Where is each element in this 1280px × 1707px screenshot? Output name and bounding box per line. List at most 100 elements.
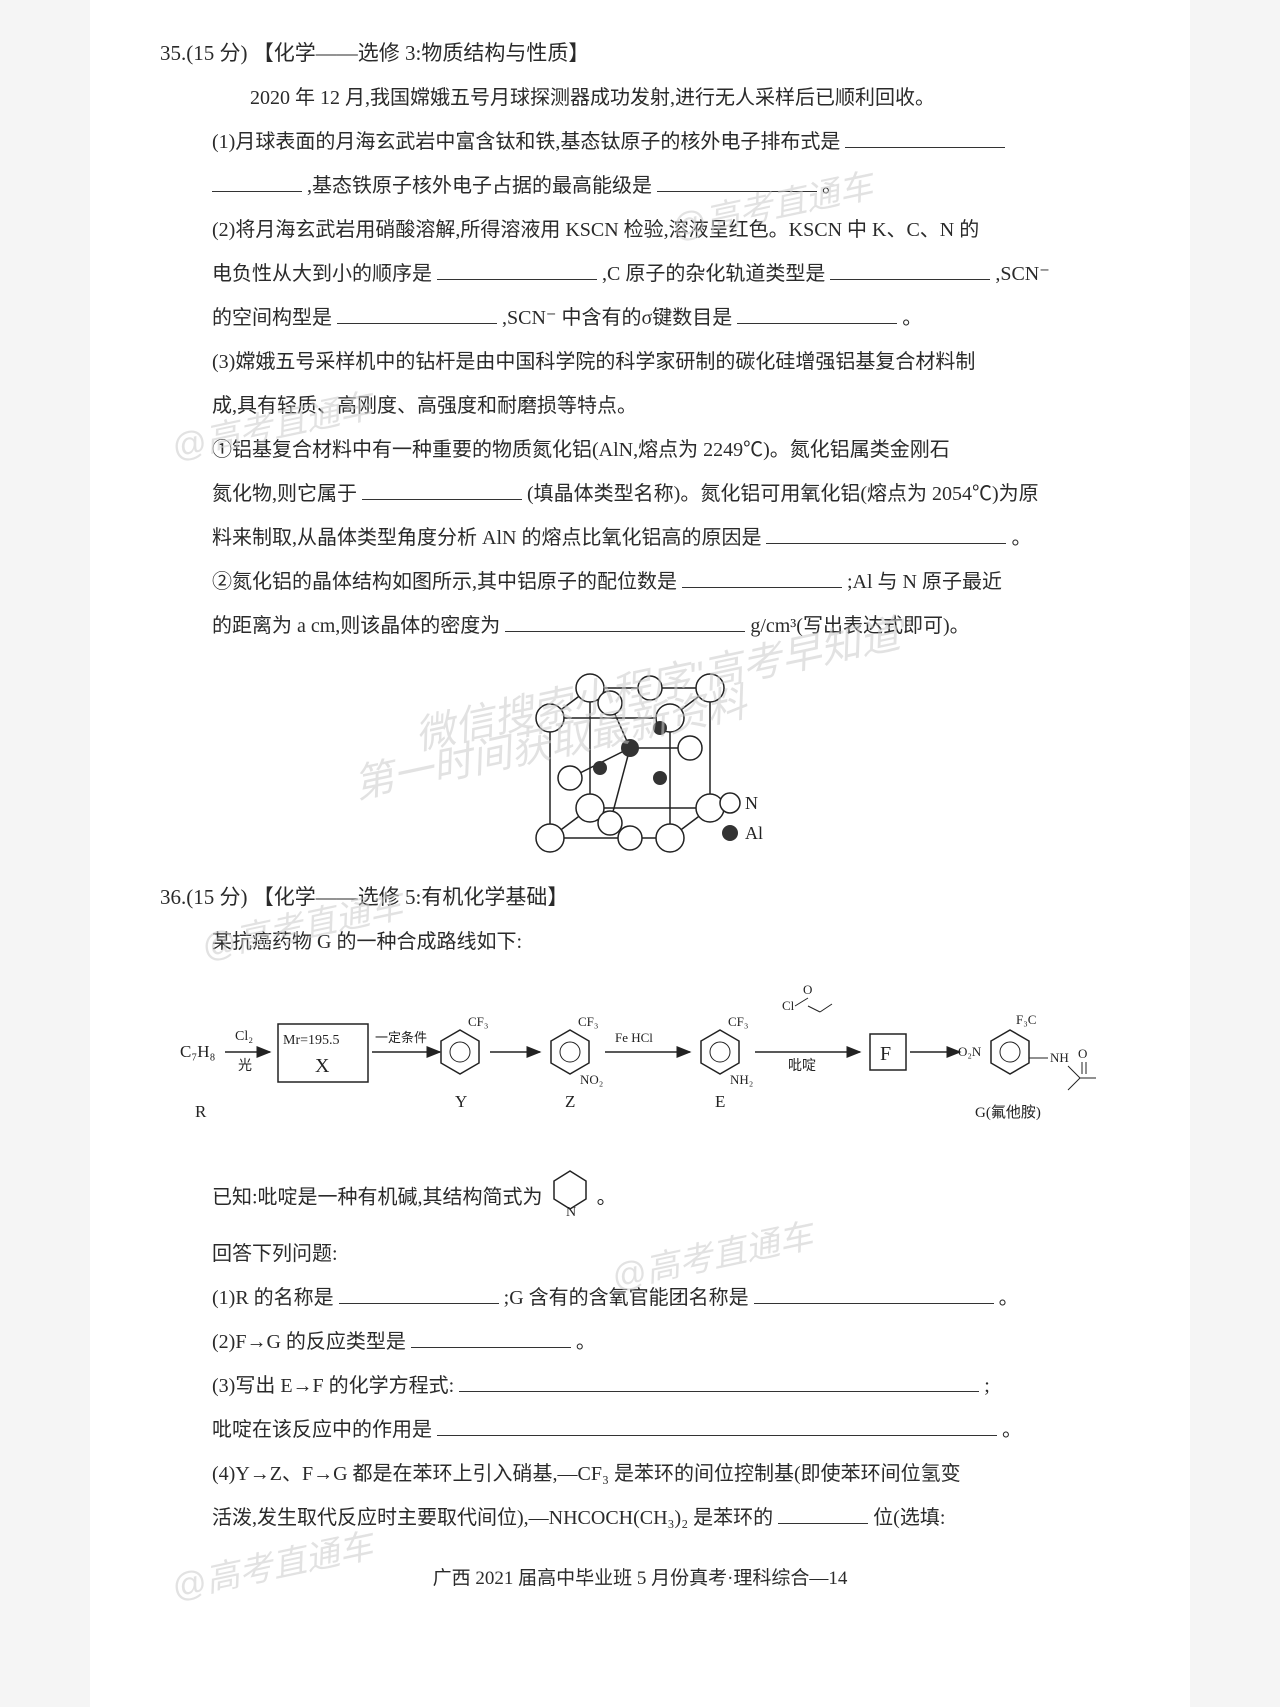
q36-a4b: 活泼,发生取代反应时主要取代间位),—NHCOCH(CH₃)₂ 是苯环的 位(选… [160, 1496, 1120, 1540]
reaction-scheme: C₇H₈ R Cl₂ 光 Mr=195.5 X 一定条件 CF₃ [180, 972, 1190, 1142]
svg-text:Mr=195.5: Mr=195.5 [283, 1033, 340, 1048]
text: 活泼,发生取代反应时主要取代间位),—NHCOCH(CH₃)₂ 是苯环的 [212, 1507, 773, 1529]
svg-text:F₃C: F₃C [1016, 1012, 1036, 1027]
text: (1)月球表面的月海玄武岩中富含钛和铁,基态钛原子的核外电子排布式是 [212, 131, 840, 153]
text: 吡啶在该反应中的作用是 [212, 1419, 432, 1441]
text: 。 [822, 175, 842, 197]
blank [459, 1370, 979, 1392]
svg-text:N: N [566, 1205, 576, 1216]
blank [766, 522, 1006, 544]
text: ; [984, 1375, 990, 1397]
text: ;Al 与 N 原子最近 [847, 571, 1002, 593]
blank [657, 170, 817, 192]
svg-text:Y: Y [455, 1092, 467, 1111]
text: g/cm³(写出表达式即可)。 [750, 615, 969, 637]
svg-text:NH₂: NH₂ [730, 1072, 753, 1087]
svg-text:O₂N: O₂N [958, 1044, 982, 1059]
text: 。 [902, 307, 922, 329]
svg-text:CF₃: CF₃ [468, 1014, 488, 1029]
text: 。 [597, 1187, 617, 1209]
blank [505, 610, 745, 632]
text: ,SCN⁻ 中含有的σ键数目是 [502, 307, 732, 329]
text: 已知:吡啶是一种有机碱,其结构简式为 [212, 1187, 543, 1209]
legend-Al: Al [745, 823, 763, 843]
q35-p2b: 电负性从大到小的顺序是 ,C 原子的杂化轨道类型是 ,SCN⁻ [160, 252, 1120, 296]
pyridine-icon: N [548, 1166, 592, 1232]
text: 。 [576, 1331, 596, 1353]
text: ,基态铁原子核外电子占据的最高能级是 [307, 175, 652, 197]
text: ,SCN⁻ [995, 263, 1049, 285]
q35-p3f: 料来制取,从晶体类型角度分析 AlN 的熔点比氧化铝高的原因是 。 [160, 516, 1120, 560]
text: (2)F→G 的反应类型是 [212, 1331, 406, 1353]
q35-p2a: (2)将月海玄武岩用硝酸溶解,所得溶液用 KSCN 检验,溶液呈红色。KSCN … [160, 208, 1120, 252]
text: 电负性从大到小的顺序是 [212, 263, 432, 285]
svg-text:CF₃: CF₃ [578, 1014, 598, 1029]
q36-ans-head: 回答下列问题: [160, 1232, 1120, 1276]
text: 料来制取,从晶体类型角度分析 AlN 的熔点比氧化铝高的原因是 [212, 527, 761, 549]
text: ;G 含有的含氧官能团名称是 [504, 1287, 749, 1309]
svg-text:X: X [315, 1055, 330, 1077]
blank [737, 302, 897, 324]
q36-a4a: (4)Y→Z、F→G 都是在苯环上引入硝基,—CF₃ 是苯环的间位控制基(即使苯… [160, 1452, 1120, 1496]
svg-text:CF₃: CF₃ [728, 1014, 748, 1029]
blank [778, 1502, 868, 1524]
text: 。 [1011, 527, 1031, 549]
svg-text:NO₂: NO₂ [580, 1072, 603, 1087]
text: (填晶体类型名称)。氮化铝可用氧化铝(熔点为 2054℃)为原 [527, 483, 1039, 505]
svg-text:Cl₂: Cl₂ [235, 1029, 253, 1044]
q35-p1b: ,基态铁原子核外电子占据的最高能级是 。 [160, 164, 1120, 208]
svg-text:G(氟他胺): G(氟他胺) [975, 1104, 1041, 1121]
q35-num: 35.(15 分) [160, 41, 248, 65]
q36-intro: 某抗癌药物 G 的一种合成路线如下: [160, 920, 1120, 964]
text: 。 [999, 1287, 1019, 1309]
blank [830, 258, 990, 280]
q35-header: 35.(15 分) 【化学——选修 3:物质结构与性质】 [160, 30, 1120, 76]
q35-p3a: (3)嫦娥五号采样机中的钻杆是由中国科学院的科学家研制的碳化硅增强铝基复合材料制 [160, 340, 1120, 384]
svg-text:O: O [803, 982, 812, 997]
question-35: 35.(15 分) 【化学——选修 3:物质结构与性质】 2020 年 12 月… [160, 30, 1120, 868]
q36-a1: (1)R 的名称是 ;G 含有的含氧官能团名称是 。 [160, 1276, 1120, 1320]
question-36: 36.(15 分) 【化学——选修 5:有机化学基础】 某抗癌药物 G 的一种合… [160, 874, 1120, 1540]
q36-title: 【化学——选修 5:有机化学基础】 [253, 885, 569, 909]
svg-text:F: F [880, 1043, 891, 1065]
svg-text:一定条件: 一定条件 [375, 1030, 427, 1045]
blank [362, 478, 522, 500]
q36-a3: (3)写出 E→F 的化学方程式: ; [160, 1364, 1120, 1408]
svg-text:C₇H₈: C₇H₈ [180, 1042, 216, 1061]
q36-known: 已知:吡啶是一种有机碱,其结构简式为 N 。 [160, 1166, 1120, 1232]
svg-text:E: E [715, 1092, 725, 1111]
q35-p2e: 的空间构型是 ,SCN⁻ 中含有的σ键数目是 。 [160, 296, 1120, 340]
q35-intro: 2020 年 12 月,我国嫦娥五号月球探测器成功发射,进行无人采样后已顺利回收… [160, 76, 1120, 120]
svg-text:Z: Z [565, 1092, 575, 1111]
q36-a2: (2)F→G 的反应类型是 。 [160, 1320, 1120, 1364]
blank [337, 302, 497, 324]
text: ②氮化铝的晶体结构如图所示,其中铝原子的配位数是 [212, 571, 677, 593]
q35-p3c: ①铝基复合材料中有一种重要的物质氮化铝(AlN,熔点为 2249℃)。氮化铝属类… [160, 428, 1120, 472]
text: 的空间构型是 [212, 307, 332, 329]
blank [212, 170, 302, 192]
blank [411, 1326, 571, 1348]
svg-text:O: O [1078, 1046, 1087, 1061]
blank [845, 126, 1005, 148]
text: 。 [1002, 1419, 1022, 1441]
q35-p1: (1)月球表面的月海玄武岩中富含钛和铁,基态钛原子的核外电子排布式是 [160, 120, 1120, 164]
page-footer: 广西 2021 届高中毕业班 5 月份真考·理科综合—14 [160, 1558, 1120, 1600]
legend-N: N [745, 793, 758, 813]
crystal-structure-diagram: N Al [510, 658, 770, 868]
svg-text:Fe HCl: Fe HCl [615, 1030, 653, 1045]
text: 的距离为 a cm,则该晶体的密度为 [212, 615, 500, 637]
q35-title: 【化学——选修 3:物质结构与性质】 [253, 41, 590, 65]
q35-p3j: 的距离为 a cm,则该晶体的密度为 g/cm³(写出表达式即可)。 [160, 604, 1120, 648]
svg-text:NH: NH [1050, 1050, 1069, 1065]
text: (1)R 的名称是 [212, 1287, 334, 1309]
text: (3)写出 E→F 的化学方程式: [212, 1375, 454, 1397]
blank [682, 566, 842, 588]
svg-text:吡啶: 吡啶 [788, 1058, 816, 1074]
blank [754, 1282, 994, 1304]
exam-page: @高考直通车 @高考直通车 微信搜索小程序"高考早知道" 第一时间获取最新资料 … [90, 0, 1190, 1707]
q36-a3c: 吡啶在该反应中的作用是 。 [160, 1408, 1120, 1452]
text: 位(选填: [873, 1507, 945, 1529]
q35-p3h: ②氮化铝的晶体结构如图所示,其中铝原子的配位数是 ;Al 与 N 原子最近 [160, 560, 1120, 604]
q36-header: 36.(15 分) 【化学——选修 5:有机化学基础】 [160, 874, 1120, 920]
blank [339, 1282, 499, 1304]
